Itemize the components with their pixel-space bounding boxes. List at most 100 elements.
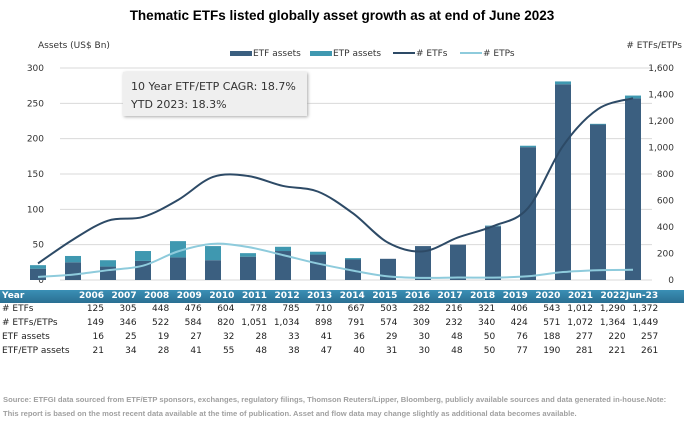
table-cell: 30: [418, 346, 430, 356]
table-cell: 41: [190, 346, 202, 356]
row-label: Year: [2, 291, 25, 301]
table-cell: 424: [510, 318, 528, 328]
table-cell: 2020: [535, 291, 561, 301]
left-tick-label: 250: [27, 99, 44, 109]
bar-etf-assets: [415, 246, 431, 280]
table-cell: 820: [217, 318, 235, 328]
left-tick-label: 150: [27, 170, 44, 180]
table-cell: 55: [222, 346, 235, 356]
table-cell: 32: [222, 332, 235, 342]
table-cell: 448: [152, 304, 170, 314]
legend-label: # ETFs: [416, 49, 448, 59]
legend-swatch: [310, 51, 332, 56]
table-cell: 406: [510, 304, 528, 314]
bar-etf-assets: [240, 256, 256, 280]
table-cell: 41: [320, 332, 333, 342]
table-cell: 40: [353, 346, 365, 356]
right-tick-label: 1,200: [648, 117, 674, 127]
table-cell: 2018: [470, 291, 496, 301]
table-cell: 778: [249, 304, 267, 314]
table-cell: 2015: [372, 291, 398, 301]
table-cell: 220: [608, 332, 626, 342]
table-cell: 476: [184, 304, 202, 314]
table-cell: 1,449: [632, 318, 659, 328]
table-cell: 1,372: [632, 304, 659, 314]
table-cell: 190: [543, 346, 561, 356]
line-etfs: [37, 97, 634, 265]
table-cell: 604: [217, 304, 235, 314]
table-cell: 48: [451, 346, 463, 356]
bar-etf-assets: [555, 84, 571, 281]
bar-etf-assets: [380, 258, 396, 280]
bar-etf-assets: [65, 262, 81, 280]
bar-etp-assets: [240, 253, 256, 257]
table-cell: 38: [288, 346, 300, 356]
left-tick-label: 300: [27, 64, 44, 74]
left-tick-label: 100: [27, 205, 44, 215]
row-label: # ETFs: [2, 304, 34, 314]
table-cell: 257: [641, 332, 659, 342]
table-cell: 2019: [502, 291, 528, 301]
table-cell: 216: [445, 304, 463, 314]
chart-title: Thematic ETFs listed globally asset grow…: [129, 8, 555, 23]
bar-etp-assets: [135, 251, 151, 261]
table-cell: 2011: [241, 291, 267, 301]
right-tick-label: 600: [657, 197, 674, 207]
right-axis-label: # ETFs/ETPs: [626, 41, 682, 51]
table-cell: 188: [543, 332, 561, 342]
legend-swatch: [230, 51, 252, 56]
table-cell: 28: [157, 346, 170, 356]
line-etps: [37, 242, 634, 279]
table-cell: 50: [483, 332, 496, 342]
table-cell: 149: [86, 318, 104, 328]
table-cell: 125: [86, 304, 104, 314]
table-cell: 1,051: [241, 318, 267, 328]
table-cell: 2012: [274, 291, 300, 301]
table-cell: 30: [418, 332, 430, 342]
bar-etf-assets: [590, 124, 606, 281]
bar-etf-assets: [485, 226, 501, 280]
bar-etp-assets: [100, 260, 116, 267]
table-cell: Jun-23: [625, 291, 659, 301]
table-cell: 282: [412, 304, 430, 314]
table-cell: 667: [347, 304, 365, 314]
table-cell: 2008: [144, 291, 170, 301]
table-cell: 1,012: [567, 304, 593, 314]
bar-etp-assets: [310, 251, 326, 255]
table-header: Year 2006 2007 2008 2009 2010 2011 2012 2013 2014…: [0, 290, 684, 303]
table-cell: 346: [119, 318, 137, 328]
table-row: ETF/ETP assets 21 34 28 41 55 48 38 47 40 31 30 48 50…: [0, 345, 684, 359]
table-cell: 2007: [111, 291, 137, 301]
table-cell: 898: [315, 318, 333, 328]
bar-etp-assets: [555, 81, 571, 85]
table-row: ETF assets 16 25 19 27 32 28 33 41 36 29 30 48 50 76 18…: [0, 331, 684, 345]
table-cell: 29: [385, 332, 398, 342]
bar-etp-assets: [590, 123, 606, 125]
table-row: # ETFs 125 305 448 476 604 778 785 710 667 503 282 2…: [0, 303, 684, 317]
table-cell: 25: [125, 332, 137, 342]
row-label: ETF/ETP assets: [2, 346, 70, 356]
table-cell: 2016: [404, 291, 430, 301]
table-cell: 710: [315, 304, 333, 314]
table-cell: 522: [152, 318, 170, 328]
table-cell: 503: [380, 304, 398, 314]
right-tick-label: 1,000: [648, 144, 674, 154]
table-cell: 309: [412, 318, 430, 328]
right-tick-label: 1,600: [648, 64, 674, 74]
table-cell: 340: [478, 318, 496, 328]
left-tick-label: 200: [27, 135, 44, 145]
legend-label: ETF assets: [253, 49, 301, 59]
bar-etf-assets: [310, 254, 326, 280]
table-cell: 2009: [176, 291, 202, 301]
table-cell: 2013: [307, 291, 333, 301]
bar-etp-assets: [30, 265, 46, 269]
table-cell: 2006: [78, 291, 104, 301]
table-cell: 31: [385, 346, 398, 356]
table-cell: 2010: [209, 291, 235, 301]
table-cell: 785: [282, 304, 300, 314]
table-cell: 791: [347, 318, 365, 328]
bar-etf-assets: [625, 98, 641, 281]
table-cell: 28: [255, 332, 267, 342]
table-cell: 1,290: [599, 304, 626, 314]
table-cell: 50: [483, 346, 496, 356]
